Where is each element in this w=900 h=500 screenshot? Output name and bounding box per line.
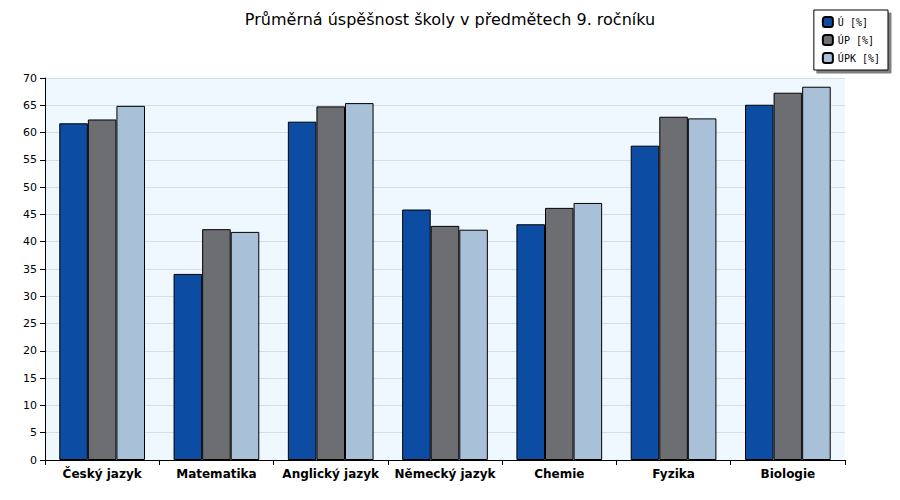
svg-text:10: 10	[23, 399, 37, 412]
svg-text:Průměrná úspěšnost školy v pře: Průměrná úspěšnost školy v předmětech 9.…	[245, 10, 655, 29]
svg-text:Chemie: Chemie	[534, 467, 584, 481]
svg-text:65: 65	[23, 99, 37, 112]
svg-text:60: 60	[23, 126, 37, 139]
svg-text:15: 15	[23, 372, 37, 385]
svg-text:20: 20	[23, 344, 37, 357]
svg-text:45: 45	[23, 208, 37, 221]
svg-text:50: 50	[23, 181, 37, 194]
svg-text:ÚP [%]: ÚP [%]	[838, 34, 874, 46]
svg-text:Německý jazyk: Německý jazyk	[395, 467, 497, 481]
svg-text:ÚPK [%]: ÚPK [%]	[838, 52, 880, 64]
svg-text:30: 30	[23, 290, 37, 303]
svg-text:5: 5	[30, 426, 37, 439]
svg-text:Český jazyk: Český jazyk	[63, 466, 143, 481]
svg-text:40: 40	[23, 235, 37, 248]
svg-text:70: 70	[23, 72, 37, 85]
svg-text:Ú [%]: Ú [%]	[838, 16, 868, 28]
svg-text:35: 35	[23, 263, 37, 276]
svg-text:0: 0	[30, 454, 37, 467]
svg-text:Anglický jazyk: Anglický jazyk	[282, 467, 380, 481]
svg-text:Matematika: Matematika	[176, 467, 256, 481]
svg-text:Fyzika: Fyzika	[652, 467, 695, 481]
svg-text:Biologie: Biologie	[761, 467, 816, 481]
svg-text:55: 55	[23, 153, 37, 166]
svg-text:25: 25	[23, 317, 37, 330]
